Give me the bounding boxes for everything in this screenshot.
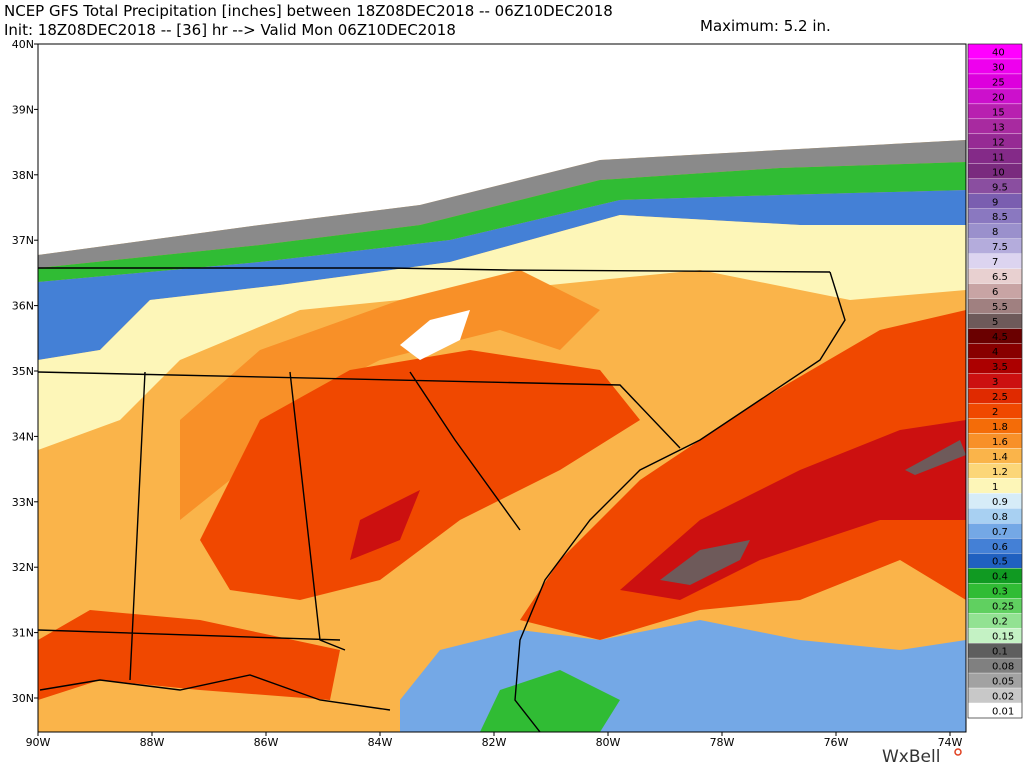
latitude-label: 33N xyxy=(12,496,34,509)
colorbar-label: 3.5 xyxy=(992,362,1008,373)
latitude-label: 37N xyxy=(12,234,34,247)
colorbar-label: 13 xyxy=(992,122,1005,133)
longitude-labels: 90W 88W 86W 84W 82W 80W 78W 76W 74W xyxy=(26,732,963,749)
state-borders xyxy=(38,267,831,681)
coastline xyxy=(39,271,846,732)
colorbar-label: 1.4 xyxy=(992,452,1008,463)
colorbar-label: 7.5 xyxy=(992,242,1008,253)
latitude-label: 32N xyxy=(12,561,34,574)
dry-pocket xyxy=(400,310,470,360)
map-frame xyxy=(37,43,967,733)
longitude-label: 78W xyxy=(710,736,735,749)
colorbar-label: 5 xyxy=(992,317,998,328)
colorbar-label: 1.2 xyxy=(992,467,1008,478)
latitude-label: 35N xyxy=(12,365,34,378)
colorbar-label: 25 xyxy=(992,77,1005,88)
precip-field xyxy=(38,44,966,732)
colorbar-label: 10 xyxy=(992,167,1005,178)
colorbar-label: 0.2 xyxy=(992,617,1008,628)
longitude-label: 74W xyxy=(938,736,963,749)
colorbar-label: 9 xyxy=(992,197,998,208)
colorbar-label: 1 xyxy=(992,482,998,493)
title-line-1: NCEP GFS Total Precipitation [inches] be… xyxy=(4,2,613,20)
colorbar-label: 3 xyxy=(992,377,998,388)
latitude-label: 39N xyxy=(12,103,34,116)
colorbar-label: 8.5 xyxy=(992,212,1008,223)
colorbar-label: 6 xyxy=(992,287,998,298)
latitude-label: 36N xyxy=(12,300,34,313)
band-light xyxy=(38,215,966,450)
colorbar-label: 4.5 xyxy=(992,332,1008,343)
colorbar-label: 0.8 xyxy=(992,512,1008,523)
colorbar-label: 7 xyxy=(992,257,998,268)
colorbar-label: 20 xyxy=(992,92,1005,103)
longitude-label: 86W xyxy=(254,736,279,749)
area-darkred xyxy=(350,490,420,560)
area-ocean-green xyxy=(480,670,620,732)
area-orange xyxy=(180,270,600,520)
band-blue xyxy=(38,190,966,360)
latitude-label: 30N xyxy=(12,692,34,705)
colorbar-label: 4 xyxy=(992,347,998,358)
colorbar-label: 5.5 xyxy=(992,302,1008,313)
latitude-label: 40N xyxy=(12,38,34,51)
colorbar-label: 0.25 xyxy=(992,602,1014,613)
colorbar-label: 2.5 xyxy=(992,392,1008,403)
colorbar-label: 0.08 xyxy=(992,662,1014,673)
colorbar-label: 0.5 xyxy=(992,557,1008,568)
colorbar-label: 0.02 xyxy=(992,692,1014,703)
colorbar-label: 40 xyxy=(992,47,1005,58)
colorbar-label: 0.3 xyxy=(992,587,1008,598)
dry-area xyxy=(38,44,966,255)
colorbar-label: 6.5 xyxy=(992,272,1008,283)
colorbar-label: 0.7 xyxy=(992,527,1008,538)
colorbar-label: 30 xyxy=(992,62,1005,73)
colorbar-label: 2 xyxy=(992,407,998,418)
band-gray xyxy=(38,140,966,268)
colorbar-label: 0.4 xyxy=(992,572,1008,583)
colorbar-label: 12 xyxy=(992,137,1005,148)
longitude-label: 82W xyxy=(482,736,507,749)
title-line-2: Init: 18Z08DEC2018 -- [36] hr --> Valid … xyxy=(4,21,456,39)
colorbar-frame xyxy=(967,43,1023,719)
colorbar: 4030252015131211109.598.587.576.565.554.… xyxy=(967,43,1023,719)
longitude-label: 76W xyxy=(824,736,849,749)
longitude-label: 80W xyxy=(596,736,621,749)
area-ocean-red xyxy=(520,310,966,640)
colorbar-label: 15 xyxy=(992,107,1005,118)
longitude-label: 88W xyxy=(140,736,165,749)
longitude-label: 84W xyxy=(368,736,393,749)
area-max-core-2 xyxy=(905,440,966,475)
area-red xyxy=(200,350,640,600)
colorbar-label: 8 xyxy=(992,227,998,238)
brand: WxBell xyxy=(882,747,940,767)
colorbar-label: 0.6 xyxy=(992,542,1008,553)
colorbar-label: 11 xyxy=(992,152,1005,163)
colorbar-label: 0.9 xyxy=(992,497,1008,508)
latitude-label: 34N xyxy=(12,430,34,443)
colorbar-label: 0.1 xyxy=(992,647,1008,658)
latitude-label: 31N xyxy=(12,627,34,640)
colorbar-label: 1.6 xyxy=(992,437,1008,448)
area-max-core xyxy=(660,540,750,585)
maximum-label: Maximum: 5.2 in. xyxy=(700,17,831,35)
colorbar-label: 0.01 xyxy=(992,707,1014,718)
colorbar-label: 0.05 xyxy=(992,677,1014,688)
colorbar-label: 0.15 xyxy=(992,632,1014,643)
colorbar-label: 1.8 xyxy=(992,422,1008,433)
longitude-label: 90W xyxy=(26,736,51,749)
latitude-labels: 40N 39N 38N 37N 36N 35N 34N 33N 32N 31N 30N xyxy=(12,38,38,705)
latitude-label: 38N xyxy=(12,169,34,182)
brand-mark xyxy=(954,748,962,756)
band-green xyxy=(38,162,966,282)
colorbar-label: 9.5 xyxy=(992,182,1008,193)
